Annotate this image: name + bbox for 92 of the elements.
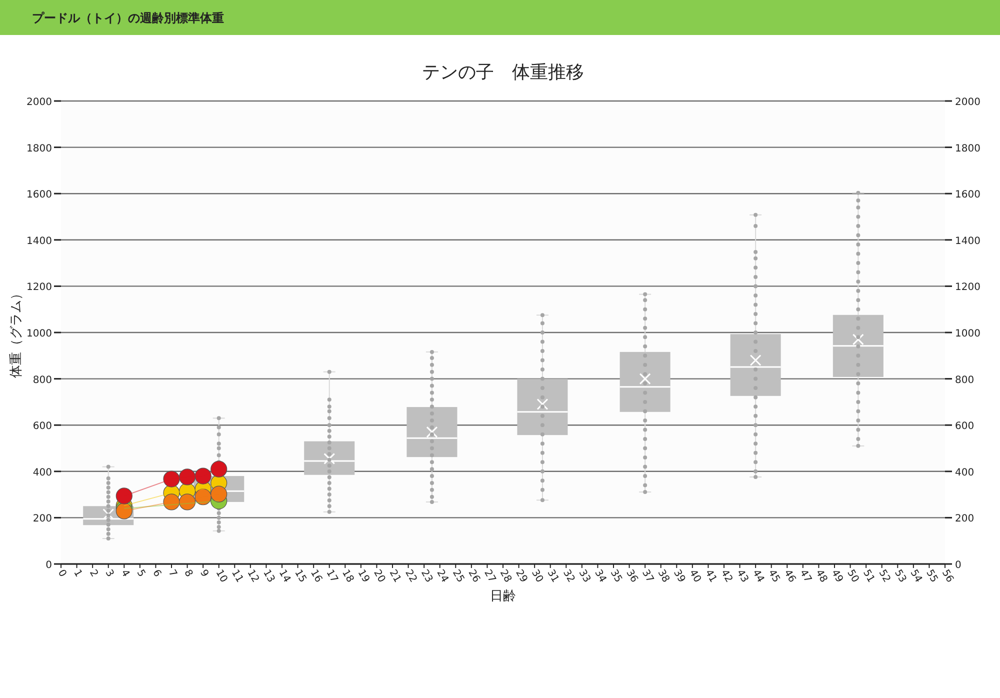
y2-tick-label: 1000: [955, 328, 980, 340]
x-tick-label: 17: [324, 568, 340, 585]
x-tick-label: 7: [166, 568, 179, 580]
y2-tick-label: 1200: [955, 282, 980, 294]
x-tick-label: 34: [592, 568, 608, 585]
x-tick-label: 39: [671, 568, 687, 585]
x-tick-label: 1: [71, 568, 84, 580]
x-tick-label: 32: [560, 568, 576, 585]
x-tick-label: 48: [813, 568, 830, 585]
y2-tick-label: 0: [955, 560, 962, 571]
x-tick-label: 9: [197, 568, 210, 580]
y-tick-label: 2000: [26, 97, 52, 108]
x-tick-label: 51: [860, 568, 876, 585]
x-tick-label: 53: [892, 568, 908, 585]
point: [163, 494, 180, 510]
x-tick-label: 28: [497, 568, 514, 585]
x-tick-label: 23: [418, 568, 434, 585]
x-tick-label: 12: [244, 568, 261, 585]
x-tick-label: 26: [466, 568, 482, 585]
x-tick-label: 50: [844, 568, 861, 585]
y-tick-label: 600: [32, 421, 52, 432]
x-tick-label: 35: [608, 568, 624, 585]
x-tick-label: 44: [750, 568, 766, 585]
y-tick-label: 1200: [26, 282, 52, 294]
y2-tick-label: 400: [955, 467, 974, 478]
x-tick-label: 56: [939, 568, 956, 585]
x-tick-label: 54: [908, 568, 924, 585]
x-tick-label: 0: [55, 568, 68, 580]
x-tick-label: 33: [576, 568, 592, 585]
x-tick-label: 47: [797, 568, 814, 585]
x-tick-label: 49: [828, 568, 845, 585]
y2-tick-label: 1800: [955, 143, 980, 154]
x-tick-label: 19: [355, 568, 372, 585]
point: [178, 468, 196, 486]
y-axis-title: 体重（グラム）: [9, 287, 24, 378]
x-tick-label: 20: [371, 568, 388, 585]
x-tick-label: 40: [686, 568, 703, 585]
x-tick-label: 30: [528, 568, 545, 585]
x-tick-label: 31: [544, 568, 561, 585]
x-tick-label: 2: [86, 568, 100, 580]
x-tick-label: 18: [340, 568, 356, 585]
chart-title: テンの子 体重推移: [422, 62, 584, 83]
y2-tick-label: 200: [955, 514, 974, 525]
x-tick-label: 36: [624, 568, 640, 585]
y2-tick-label: 600: [955, 421, 974, 432]
x-tick-label: 15: [292, 568, 308, 585]
x-tick-label: 43: [734, 568, 750, 585]
y-tick-label: 1400: [26, 236, 52, 247]
point: [178, 494, 196, 510]
y2-tick-label: 800: [955, 374, 974, 386]
x-tick-label: 16: [308, 568, 324, 585]
point: [194, 488, 212, 506]
x-tick-label: 8: [182, 568, 194, 580]
point: [194, 468, 212, 484]
x-tick-label: 13: [260, 568, 277, 585]
y-tick-label: 1600: [26, 190, 52, 201]
y2-tick-label: 1600: [955, 190, 980, 201]
x-tick-label: 42: [718, 568, 734, 585]
y-tick-label: 0: [46, 560, 52, 571]
x-tick-label: 21: [386, 568, 403, 585]
x-tick-label: 14: [276, 568, 292, 585]
x-tick-label: 45: [766, 568, 782, 585]
x-tick-label: 22: [402, 568, 419, 585]
y-tick-label: 400: [32, 467, 52, 478]
x-tick-label: 10: [213, 568, 230, 585]
y-tick-label: 200: [32, 514, 52, 525]
x-tick-label: 3: [102, 568, 116, 580]
x-tick-label: 52: [876, 568, 892, 585]
y2-tick-label: 2000: [955, 97, 980, 108]
x-tick-label: 37: [639, 568, 656, 585]
x-tick-label: 41: [702, 568, 719, 585]
x-tick-label: 55: [924, 568, 940, 585]
x-tick-label: 38: [655, 568, 672, 585]
x-tick-label: 46: [782, 568, 798, 585]
x-tick-label: 24: [434, 568, 450, 585]
point: [210, 460, 228, 478]
x-tick-label: 27: [482, 568, 498, 585]
point: [116, 502, 132, 520]
point: [116, 488, 132, 504]
x-axis-title: 日齢: [490, 589, 516, 604]
x-tick-label: 29: [513, 568, 530, 585]
x-tick-label: 11: [229, 568, 245, 585]
y2-tick-label: 1400: [955, 236, 980, 247]
y-tick-label: 1800: [26, 143, 52, 154]
y-tick-label: 1000: [26, 328, 52, 340]
x-tick-label: 4: [118, 568, 132, 580]
text: プードル（トイ）の週齢別標準体重: [32, 11, 224, 25]
x-tick-label: 25: [450, 568, 466, 585]
x-tick-label: 6: [150, 568, 163, 580]
y-tick-label: 800: [32, 374, 52, 386]
point: [163, 470, 180, 488]
x-tick-label: 5: [134, 568, 148, 580]
